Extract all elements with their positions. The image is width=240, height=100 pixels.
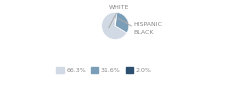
Legend: 66.3%, 31.6%, 2.0%: 66.3%, 31.6%, 2.0% (54, 65, 154, 76)
Wedge shape (102, 12, 127, 40)
Wedge shape (115, 12, 129, 33)
Text: HISPANIC: HISPANIC (126, 22, 162, 27)
Text: BLACK: BLACK (118, 18, 153, 35)
Text: WHITE: WHITE (109, 5, 130, 28)
Wedge shape (115, 12, 117, 26)
